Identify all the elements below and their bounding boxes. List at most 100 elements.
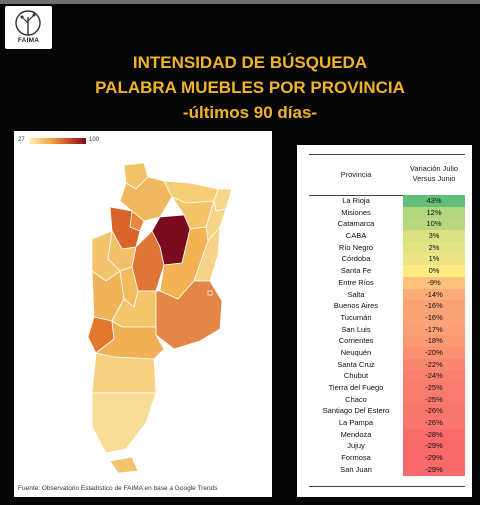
- cell-variacion: -16%: [403, 300, 465, 312]
- source-note: Fuente: Observatorio Estadístico de FAIM…: [18, 485, 218, 492]
- cell-variacion: -22%: [403, 358, 465, 371]
- cell-provincia: Catamarca: [337, 219, 375, 229]
- table-row: La Pampa -26%: [309, 417, 465, 429]
- cell-provincia: Jujuy: [347, 441, 365, 451]
- cell-provincia: Neuquén: [340, 347, 372, 357]
- column-header-variacion: Variación Julio Versus Junio: [409, 164, 459, 183]
- cell-provincia: Chubut: [343, 371, 369, 381]
- table-row: San Juan -29%: [309, 463, 465, 476]
- cell-provincia: Tucumán: [340, 312, 372, 322]
- cell-variacion: -20%: [403, 346, 465, 359]
- logo-text: FAIMA: [17, 37, 40, 44]
- cell-provincia: Santa Fe: [340, 266, 372, 276]
- cell-provincia: Santa Cruz: [337, 359, 375, 369]
- table-row: Río Negro 2%: [309, 241, 465, 254]
- map-province-caba: [207, 290, 213, 296]
- cell-provincia: Córdoba: [341, 254, 371, 264]
- cell-variacion: -18%: [403, 335, 465, 347]
- table-row: Buenos Aires -16%: [309, 300, 465, 312]
- cell-variacion: -16%: [403, 311, 465, 324]
- cell-provincia: San Juan: [340, 464, 372, 474]
- cell-variacion: -29%: [403, 440, 465, 453]
- cell-variacion: -9%: [403, 276, 465, 289]
- cell-variacion: 1%: [403, 253, 465, 266]
- faima-logo: FAIMA: [5, 6, 52, 49]
- cell-variacion: -29%: [403, 463, 465, 476]
- table-body: La Rioja 43% Misiones 12% Catamarca 10% CABA 3%…: [309, 195, 465, 476]
- title-line-1: INTENSIDAD DE BÚSQUEDA: [132, 53, 368, 72]
- cell-variacion: 10%: [403, 218, 465, 231]
- map-province-chubut: [91, 352, 157, 394]
- cell-provincia: La Rioja: [342, 196, 370, 205]
- legend-max-label: 100: [89, 137, 100, 143]
- cell-provincia: Tierra del Fuego: [328, 383, 384, 392]
- table-row: San Luis -17%: [309, 323, 465, 336]
- table-row: Tucumán -16%: [309, 311, 465, 324]
- cell-variacion: -24%: [403, 370, 465, 382]
- cell-provincia: San Luis: [341, 324, 371, 334]
- title-line-2: PALABRA MUEBLES POR PROVINCIA: [95, 78, 405, 97]
- table-row: Corrientes -18%: [309, 335, 465, 347]
- map-panel: 27 100: [14, 131, 272, 497]
- table-bottom-rule: [309, 486, 465, 487]
- cell-provincia: CABA: [345, 231, 367, 241]
- data-table: Provincia Variación Julio Versus Junio L…: [297, 145, 472, 497]
- tree-logo-icon: [15, 10, 41, 36]
- cell-provincia: Mendoza: [340, 429, 372, 439]
- cell-provincia: Salta: [347, 289, 365, 299]
- cell-provincia: Buenos Aires: [333, 301, 379, 311]
- argentina-map: [87, 162, 233, 474]
- table-row: Chubut -24%: [309, 370, 465, 382]
- cell-provincia: La Pampa: [338, 418, 374, 428]
- table-row: Mendoza -28%: [309, 428, 465, 441]
- cell-variacion: 12%: [403, 206, 465, 219]
- table-row: La Rioja 43%: [309, 195, 465, 207]
- cell-variacion: -26%: [403, 405, 465, 418]
- table-row: Chaco -25%: [309, 393, 465, 406]
- table-row: Neuquén -20%: [309, 346, 465, 359]
- map-province-misiones: [213, 188, 233, 212]
- cell-variacion: 43%: [403, 195, 465, 207]
- top-bar: [0, 0, 480, 4]
- table-row: Santa Cruz -22%: [309, 358, 465, 371]
- cell-variacion: 2%: [403, 241, 465, 254]
- cell-variacion: -14%: [403, 288, 465, 301]
- legend-color-scale: [29, 138, 86, 144]
- table-row: Entre Ríos -9%: [309, 276, 465, 289]
- cell-variacion: -26%: [403, 417, 465, 429]
- table-row: CABA 3%: [309, 230, 465, 242]
- cell-provincia: Chaco: [345, 394, 367, 404]
- map-province-tierra-del-fuego: [109, 456, 139, 474]
- title-line-3: -últimos 90 días-: [182, 103, 318, 122]
- table-row: Córdoba 1%: [309, 253, 465, 266]
- table-header: Provincia Variación Julio Versus Junio: [309, 154, 465, 196]
- cell-variacion: -25%: [403, 393, 465, 406]
- cell-provincia: Formosa: [341, 453, 371, 463]
- cell-variacion: -17%: [403, 323, 465, 336]
- cell-variacion: -25%: [403, 382, 465, 394]
- cell-variacion: -29%: [403, 452, 465, 464]
- map-province-rio-negro: [95, 320, 165, 360]
- map-province-formosa: [163, 180, 219, 204]
- cell-provincia: Santiago Del Estero: [322, 406, 390, 416]
- map-province-santa-cruz: [91, 392, 157, 454]
- column-header-provincia: Provincia: [340, 170, 372, 179]
- page-title: INTENSIDAD DE BÚSQUEDA PALABRA MUEBLES P…: [60, 50, 440, 125]
- cell-variacion: 0%: [403, 265, 465, 277]
- table-row: Santa Fe 0%: [309, 265, 465, 277]
- table-row: Catamarca 10%: [309, 218, 465, 231]
- cell-provincia: Entre Ríos: [338, 277, 374, 287]
- cell-variacion: 3%: [403, 230, 465, 242]
- cell-provincia: Corrientes: [338, 336, 374, 346]
- table-row: Misiones 12%: [309, 206, 465, 219]
- table-row: Formosa -29%: [309, 452, 465, 464]
- table-row: Jujuy -29%: [309, 440, 465, 453]
- table-row: Tierra del Fuego -25%: [309, 382, 465, 394]
- legend-min-label: 27: [18, 137, 25, 143]
- cell-provincia: Río Negro: [338, 242, 374, 252]
- map-province-buenos-aires: [155, 280, 223, 350]
- cell-variacion: -28%: [403, 428, 465, 441]
- map-province-salta: [119, 176, 173, 222]
- cell-provincia: Misiones: [341, 207, 371, 217]
- table-row: Salta -14%: [309, 288, 465, 301]
